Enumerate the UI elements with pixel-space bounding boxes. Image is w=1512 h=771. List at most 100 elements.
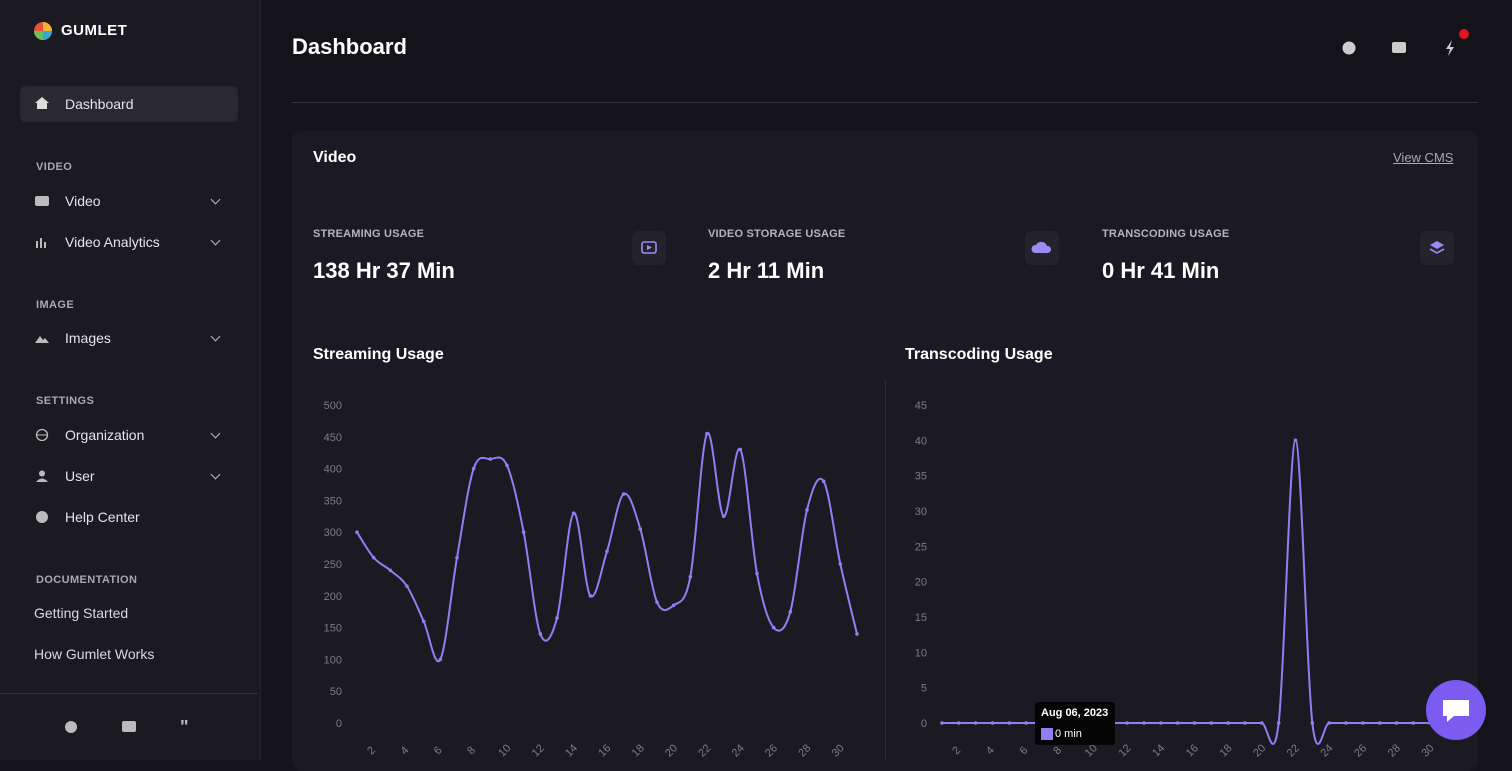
point	[538, 632, 543, 636]
x-tick-label: 16	[1184, 742, 1201, 759]
x-tick-label: 4	[984, 744, 997, 757]
x-tick-label: 8	[465, 744, 478, 757]
point	[990, 721, 995, 725]
view-cms-link[interactable]: View CMS	[1393, 150, 1454, 165]
point	[1377, 721, 1382, 725]
y-tick-label: 250	[324, 559, 342, 571]
point	[973, 721, 978, 725]
point	[488, 457, 493, 461]
nav-item[interactable]: Help Center	[65, 509, 140, 525]
y-tick-label: 25	[915, 541, 927, 553]
x-tick-label: 24	[730, 742, 747, 759]
section-title: VIDEO	[36, 161, 73, 173]
x-tick-label: 12	[1116, 742, 1133, 759]
nav-item[interactable]: Organization	[65, 427, 145, 443]
point	[1327, 721, 1331, 725]
tooltip-swatch	[1041, 728, 1053, 740]
point	[471, 466, 476, 471]
y-tick-label: 0	[921, 718, 927, 730]
y-tick-label: 0	[336, 718, 342, 730]
y-tick-label: 50	[330, 686, 342, 698]
help-icon	[36, 511, 48, 523]
nav-item[interactable]: Video	[65, 193, 101, 209]
divider	[292, 102, 1478, 103]
tooltip: Aug 06, 2023 0 min	[1035, 702, 1115, 745]
x-tick-label: 20	[1251, 742, 1268, 759]
x-tick-label: 26	[1352, 742, 1369, 759]
point	[788, 609, 793, 614]
nav-item[interactable]: User	[65, 468, 95, 484]
x-tick-label: 18	[630, 742, 647, 759]
y-tick-label: 150	[324, 623, 342, 635]
x-tick-label: 22	[696, 742, 713, 759]
point	[957, 721, 961, 725]
x-tick-label: 4	[398, 744, 411, 757]
y-tick-label: 200	[324, 591, 342, 603]
stat-value: 2 Hr 11 Min	[708, 258, 825, 283]
point	[821, 479, 826, 484]
x-tick-label: 28	[1386, 742, 1403, 759]
x-tick-label: 22	[1285, 742, 1302, 759]
page-title: Dashboard	[292, 34, 407, 59]
y-tick-label: 100	[324, 654, 342, 666]
point	[455, 555, 459, 560]
point	[838, 562, 843, 566]
x-tick-label: 24	[1318, 742, 1335, 759]
x-tick-label: 28	[796, 742, 813, 759]
nav-item[interactable]: Dashboard	[65, 96, 134, 112]
point	[405, 584, 409, 589]
point	[1209, 721, 1214, 725]
point	[1361, 721, 1365, 725]
point	[588, 594, 593, 598]
nav-item[interactable]: Video Analytics	[65, 234, 160, 250]
point	[505, 463, 509, 468]
doc-link[interactable]: Getting Started	[34, 605, 129, 621]
active-item[interactable]	[20, 86, 238, 122]
y-tick-label: 500	[324, 400, 342, 412]
point	[1394, 721, 1399, 725]
point	[1142, 721, 1146, 725]
doc-link[interactable]: How Gumlet Works	[34, 646, 155, 662]
analytics-icon	[36, 238, 46, 248]
x-tick-label: 10	[496, 742, 513, 759]
chart-title: Streaming Usage	[313, 346, 444, 363]
y-tick-label: 20	[915, 577, 927, 589]
section-title: SETTINGS	[36, 395, 95, 407]
x-tick-label: 20	[663, 742, 680, 759]
line	[942, 439, 1447, 745]
point	[655, 600, 659, 604]
stat-label: VIDEO STORAGE USAGE	[708, 228, 846, 240]
point	[1344, 721, 1348, 725]
point	[1007, 721, 1012, 725]
svg-text:": "	[180, 720, 189, 736]
y-tick-label: 45	[915, 400, 927, 412]
point	[521, 530, 526, 534]
logo-icon	[34, 22, 52, 40]
globe-icon	[35, 429, 49, 441]
point	[1175, 721, 1180, 725]
chat-button[interactable]	[1426, 680, 1486, 740]
x-tick-label: 2	[365, 744, 378, 757]
point	[555, 616, 559, 620]
section-title: DOCUMENTATION	[36, 574, 138, 586]
tooltip-title: Aug 06, 2023	[1041, 707, 1109, 719]
home-icon	[35, 97, 49, 109]
tooltip-text: 0 min	[1055, 728, 1082, 740]
section-title: IMAGE	[36, 299, 75, 311]
point	[1226, 721, 1230, 725]
y-tick-label: 30	[915, 506, 927, 518]
y-tick-label: 300	[324, 527, 342, 539]
point	[940, 721, 944, 725]
point	[1192, 721, 1197, 725]
point	[1276, 721, 1281, 725]
y-tick-label: 40	[915, 435, 927, 447]
x-tick-label: 18	[1217, 742, 1234, 759]
line	[356, 432, 858, 663]
y-tick-label: 400	[324, 464, 342, 476]
footer-icons: "	[65, 720, 189, 736]
stat-value: 138 Hr 37 Min	[313, 258, 455, 283]
x-tick-label: 16	[596, 742, 613, 759]
nav-item[interactable]: Images	[65, 330, 111, 346]
point	[1310, 721, 1315, 725]
